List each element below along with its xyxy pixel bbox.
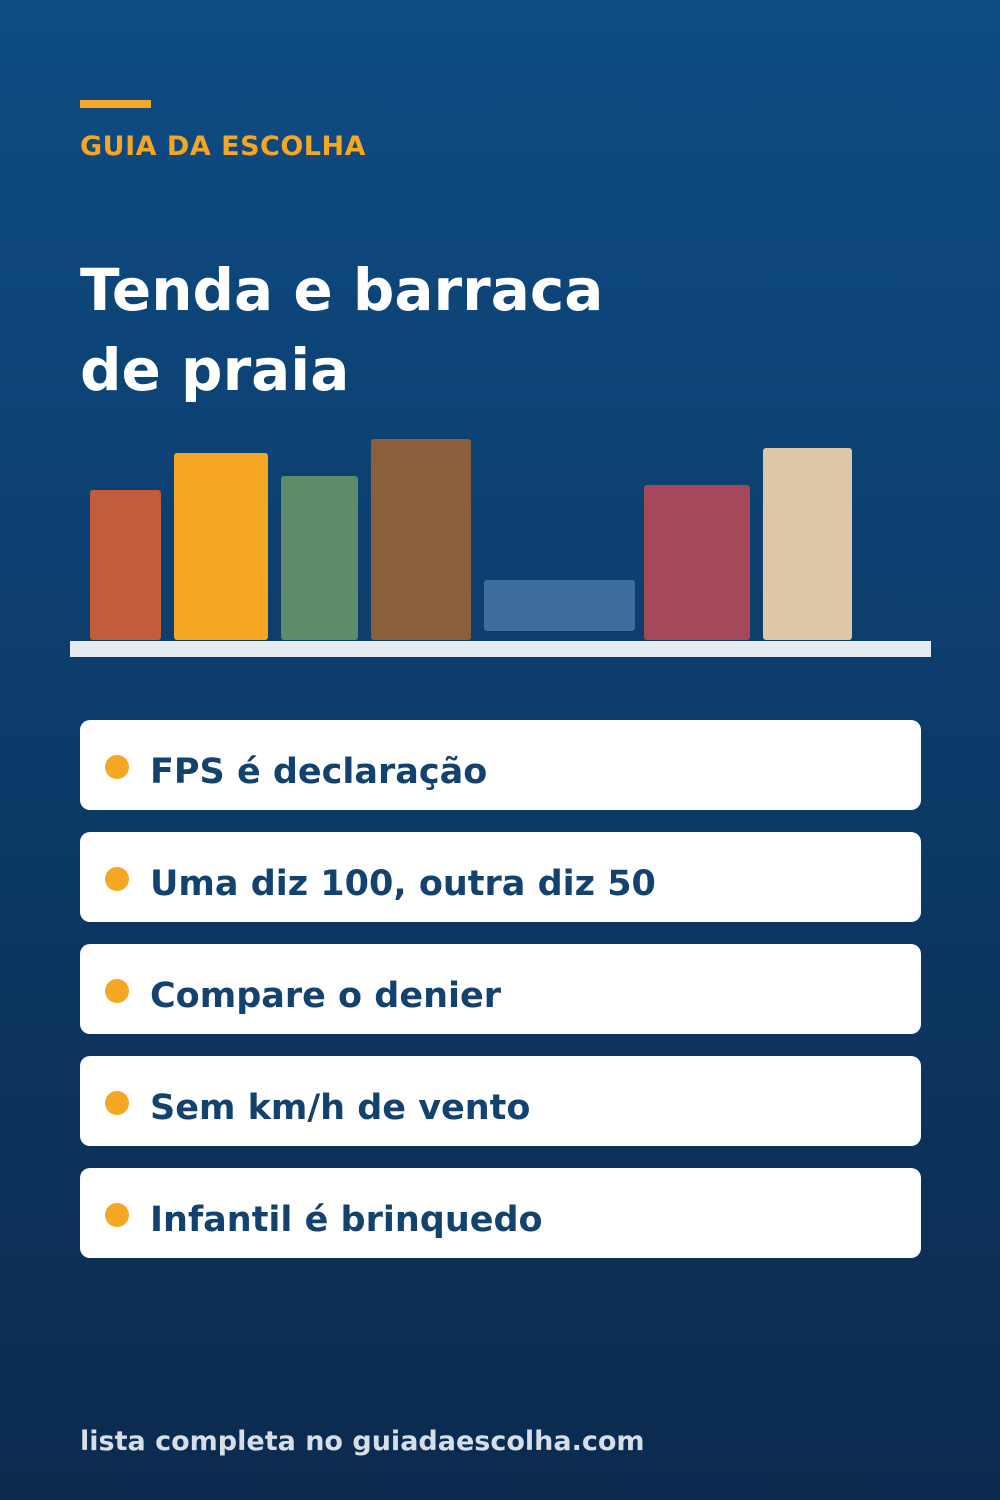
tip-card: Uma diz 100, outra diz 50 <box>80 832 921 922</box>
book-5 <box>644 485 750 640</box>
book-6 <box>763 448 852 640</box>
tip-card: Compare o denier <box>80 944 921 1034</box>
tip-card: FPS é declaração <box>80 720 921 810</box>
tip-text: Uma diz 100, outra diz 50 <box>150 864 656 904</box>
tip-card: Sem km/h de vento <box>80 1056 921 1146</box>
brand-label: GUIA DA ESCOLHA <box>80 131 366 162</box>
book-lying <box>484 580 635 631</box>
title-line-2: de praia <box>80 336 350 404</box>
page-title: Tenda e barraca de praia <box>80 250 880 410</box>
accent-bar <box>80 100 151 108</box>
footer-link[interactable]: lista completa no guiadaescolha.com <box>80 1426 645 1457</box>
shelf <box>70 641 931 657</box>
bullet-dot-icon <box>105 867 129 891</box>
bullet-dot-icon <box>105 1203 129 1227</box>
tip-text: Sem km/h de vento <box>150 1088 531 1128</box>
tip-text: FPS é declaração <box>150 752 488 792</box>
book-1 <box>90 490 161 640</box>
bullet-dot-icon <box>105 755 129 779</box>
tip-text: Compare o denier <box>150 976 501 1016</box>
bullet-dot-icon <box>105 1091 129 1115</box>
book-4 <box>371 439 471 640</box>
book-3 <box>281 476 358 640</box>
tip-text: Infantil é brinquedo <box>150 1200 543 1240</box>
title-line-1: Tenda e barraca <box>80 256 604 324</box>
book-2 <box>174 453 268 640</box>
tip-card: Infantil é brinquedo <box>80 1168 921 1258</box>
bullet-dot-icon <box>105 979 129 1003</box>
tips-list: FPS é declaração Uma diz 100, outra diz … <box>80 720 921 1280</box>
